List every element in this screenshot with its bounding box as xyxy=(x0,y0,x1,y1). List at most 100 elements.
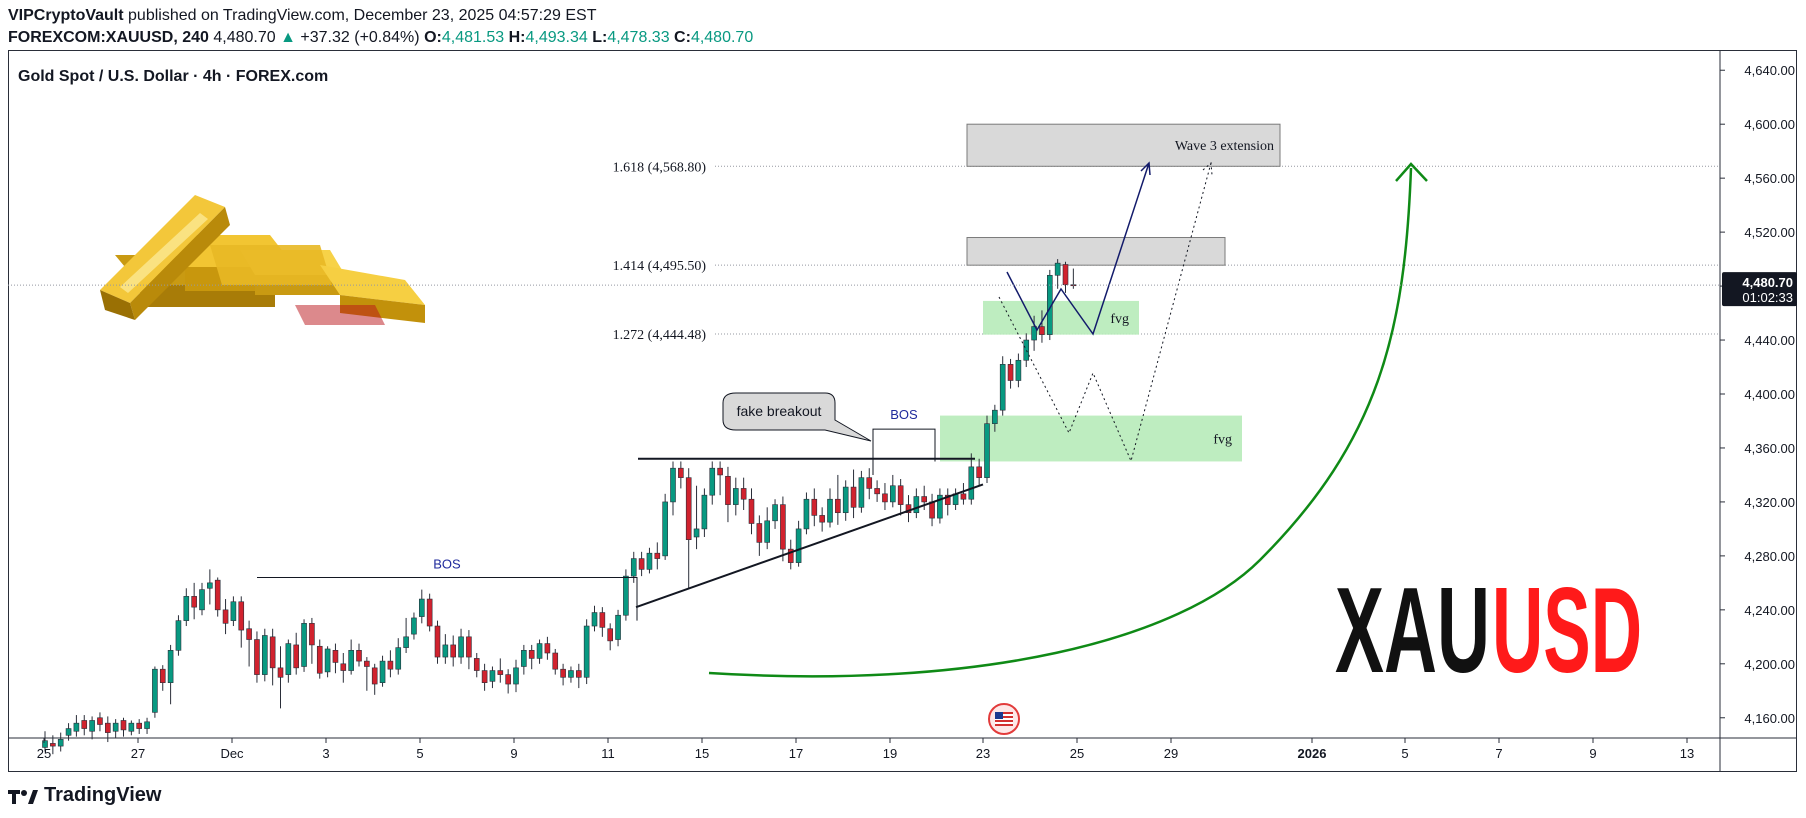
candle-body xyxy=(732,488,739,505)
growth-curve xyxy=(708,167,1413,678)
y-tick-label: 4,400.00 xyxy=(1744,387,1795,402)
candle-body xyxy=(678,467,684,478)
candle-body xyxy=(191,596,197,608)
x-tick-label: 17 xyxy=(789,746,803,761)
candle xyxy=(654,542,661,570)
candle xyxy=(191,582,197,620)
candle xyxy=(497,658,504,683)
candle-body xyxy=(905,504,912,514)
candle-body xyxy=(254,639,260,675)
candle-body xyxy=(105,722,111,733)
candle-body xyxy=(50,743,56,747)
candle xyxy=(505,669,511,694)
candle xyxy=(693,485,700,550)
candle xyxy=(442,634,449,664)
candle-body xyxy=(466,636,472,658)
candle-body xyxy=(65,728,72,736)
candle xyxy=(678,461,684,489)
zone-label: fvg xyxy=(1110,312,1129,327)
projection-arrowhead-solid xyxy=(1140,161,1151,176)
candle-body xyxy=(521,650,527,667)
candle-body xyxy=(835,498,841,514)
candle-body xyxy=(536,643,543,659)
us-flag-icon xyxy=(988,703,1020,735)
candle-body xyxy=(591,612,598,627)
candle-body xyxy=(379,660,386,683)
candle-body xyxy=(937,494,943,519)
candle xyxy=(1054,259,1061,289)
candle xyxy=(811,488,818,527)
candle xyxy=(513,659,519,693)
candle-body xyxy=(701,494,708,530)
drawings: BOS BOS fake breakout xyxy=(257,161,1428,735)
candle xyxy=(568,666,574,683)
chart-frame[interactable] xyxy=(8,50,1797,772)
growth-arrowhead xyxy=(1395,162,1428,182)
candle-body xyxy=(136,722,142,729)
candle xyxy=(905,495,912,523)
author-name[interactable]: VIPCryptoVault xyxy=(8,7,124,24)
candle-body xyxy=(960,493,967,500)
candle-body xyxy=(395,647,402,670)
candle-body xyxy=(261,635,268,675)
candle-body xyxy=(159,668,166,683)
candle xyxy=(552,648,559,675)
candle xyxy=(544,636,551,660)
logo-xau: XAU xyxy=(1335,562,1490,698)
y-tick-label: 4,160.00 xyxy=(1744,711,1795,726)
candle xyxy=(246,620,252,667)
candle-body xyxy=(764,520,771,543)
candle-body xyxy=(874,488,880,495)
candle-body xyxy=(97,717,103,725)
candle-body xyxy=(230,601,237,621)
candle-body xyxy=(418,598,425,617)
tradingview-logo-icon xyxy=(8,789,38,804)
candle xyxy=(254,631,260,683)
candle xyxy=(411,612,417,640)
x-tick-label: 3 xyxy=(322,746,329,761)
candle xyxy=(199,582,205,616)
candle xyxy=(89,716,95,740)
candle-body xyxy=(309,623,315,646)
candle xyxy=(97,712,103,732)
candle xyxy=(269,628,276,686)
candle-body xyxy=(528,650,535,659)
symbol-label[interactable]: FOREXCOM:XAUUSD, 240 xyxy=(8,29,209,46)
candle xyxy=(112,719,119,738)
y-tick-label: 4,520.00 xyxy=(1744,225,1795,240)
candle-body xyxy=(842,486,849,514)
candle xyxy=(630,551,637,583)
x-tick-label: 9 xyxy=(510,746,517,761)
candle xyxy=(787,539,794,570)
candle xyxy=(144,717,150,734)
candle xyxy=(764,507,771,550)
flag-stripe xyxy=(995,716,1013,718)
candle xyxy=(175,615,182,656)
candle-body xyxy=(128,722,135,732)
candle-body xyxy=(214,579,221,611)
candle xyxy=(387,650,394,678)
candle-body xyxy=(787,548,794,563)
candle xyxy=(371,663,378,695)
candle-body xyxy=(992,409,998,424)
candle-body xyxy=(387,660,394,670)
tradingview-brand[interactable]: TradingView xyxy=(8,784,161,807)
candle-body xyxy=(693,528,700,538)
candle xyxy=(152,666,158,718)
x-tick-label: 25 xyxy=(37,746,51,761)
candle-body xyxy=(513,667,519,685)
current-price-badge xyxy=(1722,272,1797,307)
candle-body xyxy=(670,467,676,503)
candle xyxy=(1031,315,1037,351)
candle xyxy=(607,623,614,651)
candle xyxy=(473,653,480,678)
candle-body xyxy=(316,645,323,674)
candle-body xyxy=(1039,326,1045,335)
candle-body xyxy=(984,423,990,478)
candle-body xyxy=(607,628,614,642)
x-tick-label: 5 xyxy=(416,746,423,761)
candle xyxy=(332,643,339,674)
candle-body xyxy=(293,644,300,669)
candle xyxy=(560,663,566,686)
